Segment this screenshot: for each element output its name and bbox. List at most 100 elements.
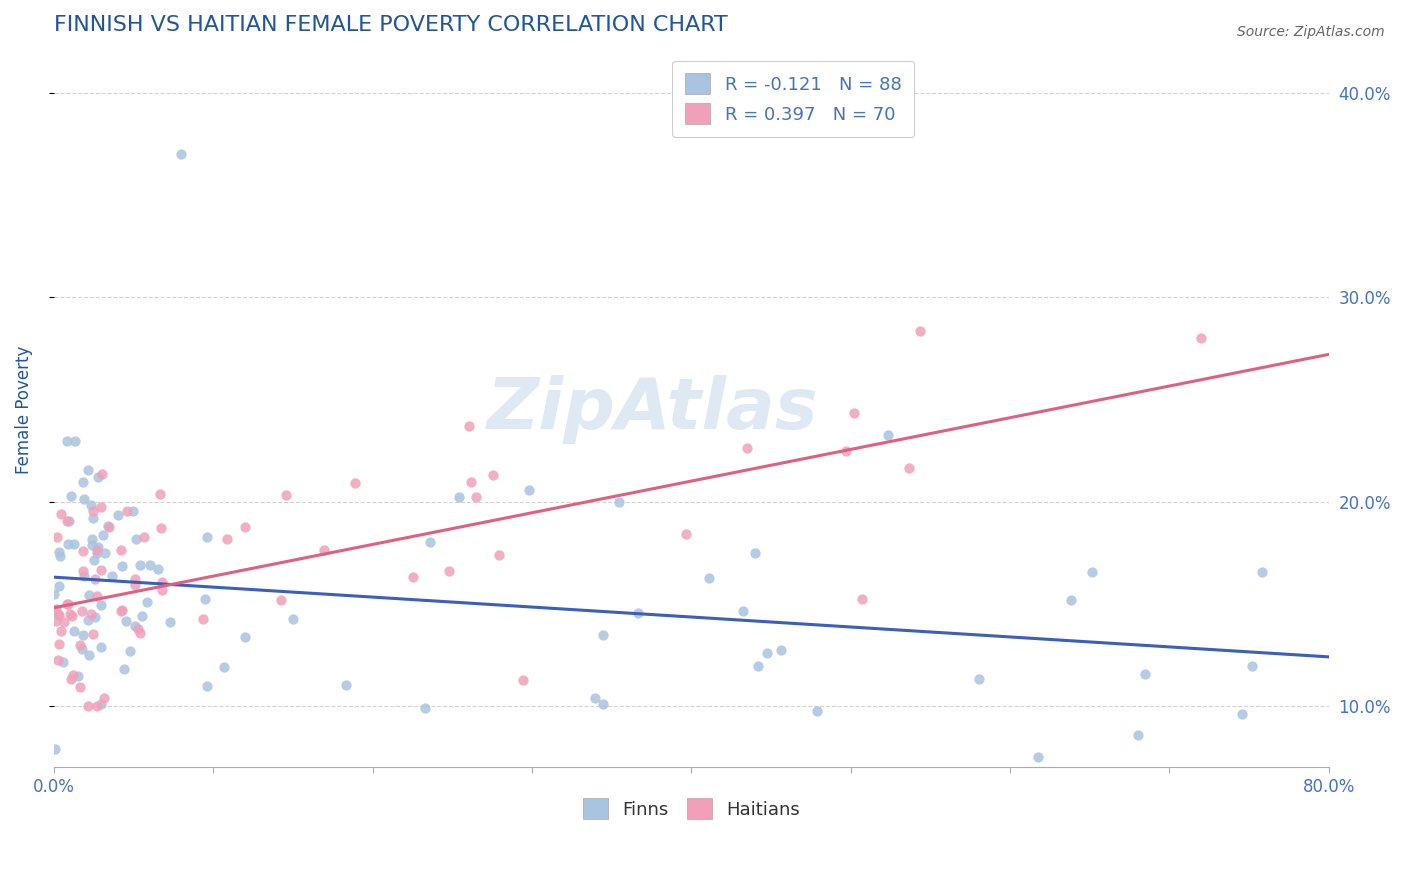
Point bbox=[699, 571, 721, 585]
Point bbox=[77, 588, 100, 602]
Point bbox=[806, 704, 828, 718]
Point bbox=[607, 495, 630, 509]
Point bbox=[45, 615, 67, 629]
Point bbox=[233, 630, 256, 644]
Point bbox=[101, 569, 124, 583]
Point bbox=[84, 572, 107, 586]
Point bbox=[1189, 331, 1212, 345]
Point bbox=[1133, 666, 1156, 681]
Text: FINNISH VS HAITIAN FEMALE POVERTY CORRELATION CHART: FINNISH VS HAITIAN FEMALE POVERTY CORREL… bbox=[53, 15, 727, 35]
Point bbox=[756, 646, 779, 660]
Point bbox=[124, 572, 146, 586]
Point bbox=[118, 643, 141, 657]
Point bbox=[82, 504, 104, 518]
Point bbox=[83, 553, 105, 567]
Point bbox=[77, 648, 100, 663]
Point bbox=[481, 467, 503, 482]
Point bbox=[52, 615, 75, 629]
Point bbox=[592, 627, 614, 641]
Point bbox=[70, 642, 93, 657]
Point bbox=[82, 532, 104, 546]
Point bbox=[124, 578, 146, 592]
Point bbox=[45, 602, 67, 616]
Point bbox=[111, 603, 134, 617]
Point bbox=[91, 528, 114, 542]
Point bbox=[139, 558, 162, 572]
Point bbox=[274, 488, 297, 502]
Point bbox=[91, 467, 114, 481]
Point bbox=[86, 543, 108, 558]
Text: Source: ZipAtlas.com: Source: ZipAtlas.com bbox=[1237, 25, 1385, 39]
Point bbox=[56, 515, 79, 529]
Point bbox=[1126, 728, 1149, 742]
Point bbox=[72, 543, 94, 558]
Point bbox=[844, 406, 866, 420]
Point bbox=[1081, 565, 1104, 579]
Point bbox=[110, 542, 132, 557]
Point bbox=[110, 604, 132, 618]
Point bbox=[79, 498, 101, 512]
Point bbox=[910, 324, 932, 338]
Point bbox=[82, 626, 104, 640]
Point bbox=[111, 558, 134, 573]
Point bbox=[84, 609, 107, 624]
Point bbox=[46, 607, 69, 621]
Point bbox=[583, 690, 606, 705]
Legend: Finns, Haitians: Finns, Haitians bbox=[575, 791, 807, 826]
Point bbox=[747, 659, 769, 673]
Point bbox=[129, 558, 152, 573]
Point bbox=[447, 491, 470, 505]
Point bbox=[125, 532, 148, 546]
Point bbox=[72, 475, 94, 489]
Point bbox=[45, 531, 67, 545]
Point bbox=[731, 604, 754, 618]
Point bbox=[402, 570, 425, 584]
Point bbox=[86, 546, 108, 560]
Point bbox=[59, 607, 82, 621]
Point bbox=[77, 698, 100, 713]
Point bbox=[42, 587, 65, 601]
Y-axis label: Female Poverty: Female Poverty bbox=[15, 345, 32, 474]
Point bbox=[72, 564, 94, 578]
Point bbox=[1230, 706, 1253, 721]
Point bbox=[967, 672, 990, 686]
Point bbox=[62, 624, 84, 639]
Point bbox=[98, 520, 121, 534]
Point bbox=[191, 612, 214, 626]
Point bbox=[63, 537, 86, 551]
Point bbox=[214, 660, 236, 674]
Point bbox=[44, 741, 66, 756]
Point bbox=[51, 507, 73, 521]
Point bbox=[87, 541, 110, 555]
Point bbox=[62, 668, 84, 682]
Point bbox=[488, 549, 510, 563]
Point bbox=[90, 563, 112, 577]
Point bbox=[60, 609, 83, 624]
Point bbox=[1060, 592, 1083, 607]
Point bbox=[51, 624, 73, 639]
Point bbox=[72, 627, 94, 641]
Point bbox=[835, 444, 858, 458]
Point bbox=[49, 549, 72, 564]
Point bbox=[851, 592, 873, 607]
Point bbox=[48, 579, 70, 593]
Point bbox=[90, 598, 112, 612]
Point bbox=[149, 487, 172, 501]
Point bbox=[159, 615, 181, 630]
Point bbox=[129, 625, 152, 640]
Point bbox=[93, 546, 115, 560]
Point bbox=[66, 669, 89, 683]
Point bbox=[82, 510, 104, 524]
Point bbox=[217, 533, 239, 547]
Point bbox=[76, 613, 98, 627]
Point bbox=[146, 562, 169, 576]
Point bbox=[124, 619, 146, 633]
Point bbox=[194, 592, 217, 607]
Point bbox=[343, 476, 366, 491]
Point bbox=[1241, 659, 1264, 673]
Point bbox=[56, 597, 79, 611]
Point bbox=[48, 653, 70, 667]
Point bbox=[131, 608, 153, 623]
Point bbox=[314, 542, 336, 557]
Point bbox=[150, 575, 173, 590]
